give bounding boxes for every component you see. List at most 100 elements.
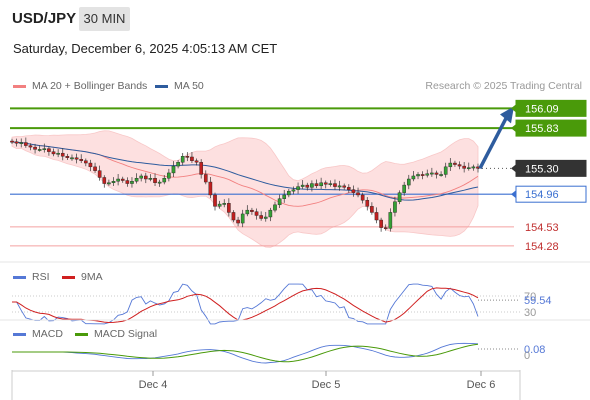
candle: [420, 171, 425, 180]
candle: [203, 170, 208, 185]
rsi-swatch: [13, 275, 26, 279]
x-tick-label: Dec 4: [139, 379, 168, 391]
rsi-ma-line: [12, 287, 479, 324]
macd-tick-0: 0: [524, 350, 530, 362]
candle-body: [107, 182, 111, 185]
candle: [333, 179, 337, 190]
candle: [185, 152, 190, 162]
candle: [245, 205, 250, 217]
candle: [282, 189, 287, 203]
candle-body: [296, 186, 300, 190]
level-label-text: 154.28: [525, 241, 559, 253]
candle-body: [157, 181, 162, 184]
candle: [162, 175, 167, 185]
candle: [328, 180, 333, 187]
candle: [240, 209, 245, 228]
candle: [213, 192, 217, 211]
candle-body: [291, 189, 296, 192]
candle-body: [14, 141, 19, 144]
candle: [199, 159, 203, 179]
candle: [134, 173, 139, 184]
candle: [277, 194, 282, 209]
candle-body: [171, 165, 176, 174]
level-label-pointer: [511, 104, 516, 113]
candle-body: [79, 159, 84, 161]
candle-body: [425, 173, 430, 176]
candle: [120, 176, 125, 183]
candle: [93, 162, 97, 173]
candle: [443, 162, 448, 178]
candle: [351, 185, 356, 197]
legend-macd-label: MACD: [32, 328, 63, 340]
candle-body: [259, 215, 263, 219]
candle: [10, 138, 14, 145]
candle-body: [471, 166, 476, 169]
candle: [84, 158, 88, 167]
level-label-resistance: 155.83: [511, 119, 587, 137]
candle-body: [84, 160, 88, 164]
candle-body: [167, 172, 171, 179]
ma20-swatch: [13, 84, 26, 88]
candle: [448, 158, 453, 171]
level-label-pointer: [511, 124, 516, 133]
candle-body: [10, 140, 14, 143]
level-label-text: 154.53: [525, 222, 559, 234]
candle-body: [180, 156, 185, 163]
timeframe-badge[interactable]: 30 MIN: [79, 7, 130, 31]
candle-body: [379, 219, 383, 228]
candle-body: [37, 149, 42, 151]
candle: [374, 207, 379, 224]
candle: [148, 174, 153, 182]
level-label-text: 155.83: [525, 123, 559, 135]
legend-9ma-label: 9MA: [81, 271, 103, 283]
macd-signal-swatch: [75, 332, 88, 336]
legend-rsi: RSI: [13, 271, 50, 283]
candle: [323, 180, 328, 189]
candle-body: [374, 212, 379, 221]
forecast-arrow: [478, 106, 514, 170]
candle: [28, 143, 33, 151]
candle: [236, 216, 240, 227]
candle: [227, 198, 231, 217]
candle-body: [254, 211, 259, 216]
candle-body: [347, 187, 351, 190]
legend-macd-signal: MACD Signal: [75, 328, 157, 340]
candle-body: [420, 174, 425, 176]
bollinger-bands: [11, 130, 479, 248]
candle: [24, 137, 28, 148]
x-tick-label: Dec 6: [467, 379, 496, 391]
candle: [393, 196, 397, 217]
candle-body: [383, 227, 388, 230]
candle-body: [337, 185, 342, 188]
candle-body: [130, 181, 134, 184]
level-label-text: 154.96: [525, 189, 559, 201]
macd-swatch: [13, 332, 26, 336]
candle-body: [277, 198, 282, 206]
level-label-pointer: [511, 164, 516, 173]
level-labels: 156.09 155.83 155.30 154.96 154.53 154.28: [511, 99, 587, 253]
candle: [305, 182, 310, 191]
candle: [157, 179, 162, 187]
timestamp: Saturday, December 6, 2025 4:05:13 AM CE…: [13, 41, 278, 56]
candle-body: [240, 213, 245, 224]
candle-body: [144, 175, 148, 180]
candle-body: [453, 162, 457, 165]
time-axis: Dec 4 Dec 5 Dec 6: [11, 370, 521, 400]
candle: [217, 200, 222, 209]
candle-body: [74, 157, 79, 160]
candle-body: [97, 170, 102, 178]
candle-body: [273, 204, 277, 211]
rsi-line: [12, 283, 479, 325]
candle: [33, 143, 37, 154]
bollinger-band-area: [11, 130, 479, 248]
macd-signal-line: [12, 343, 479, 363]
candle: [97, 165, 102, 181]
symbol-title: USD/JPY: [12, 10, 77, 27]
candle-body: [323, 182, 328, 185]
candle: [397, 190, 402, 205]
candle: [337, 180, 342, 191]
candle: [388, 208, 393, 232]
candle-body: [411, 175, 416, 180]
ma50-swatch: [155, 84, 168, 88]
